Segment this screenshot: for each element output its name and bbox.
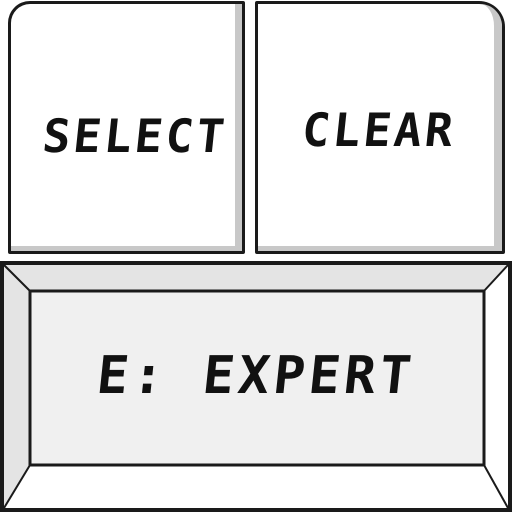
expert-mode-label: E: EXPERT: [93, 346, 419, 406]
bevel-edge: [3, 264, 31, 292]
bevel-left: [4, 265, 30, 508]
bevel-edge: [483, 264, 509, 292]
bevel-edge: [483, 464, 509, 509]
select-button-label: SELECT: [40, 109, 230, 163]
mode-button-frame: [0, 261, 512, 512]
bevel-right: [484, 265, 508, 508]
bevel-edge: [3, 464, 31, 509]
expert-mode-button[interactable]: E: EXPERT: [0, 261, 512, 512]
mode-button-face: [28, 289, 486, 467]
bevel-top: [4, 265, 508, 291]
clear-button[interactable]: CLEAR: [255, 1, 505, 254]
clear-button-label: CLEAR: [299, 103, 459, 157]
select-button[interactable]: SELECT: [8, 1, 245, 254]
bevel-bottom: [4, 465, 508, 508]
